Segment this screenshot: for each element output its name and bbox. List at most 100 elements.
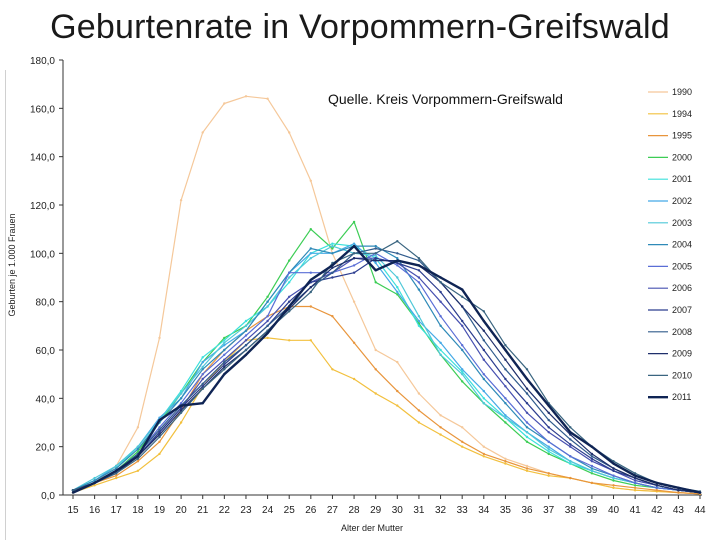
data-point-2003 <box>461 373 464 376</box>
data-point-2006 <box>525 411 529 414</box>
y-tick-label: 80,0 <box>36 298 56 309</box>
series-line-2008 <box>72 247 701 494</box>
series-line-2001 <box>72 243 701 494</box>
legend-label-2007: 2007 <box>672 305 692 315</box>
y-axis-label: Geburten je 1.000 Frauen <box>7 213 17 316</box>
data-point-2010 <box>158 435 161 439</box>
data-point-2003 <box>569 460 572 463</box>
data-point-2002 <box>374 261 377 265</box>
data-point-2008 <box>590 455 594 458</box>
data-point-1995 <box>612 484 615 487</box>
data-point-2005 <box>569 455 572 458</box>
data-point-1990 <box>417 392 421 395</box>
data-point-2011 <box>612 462 615 465</box>
data-point-2010 <box>417 257 421 260</box>
data-point-2002 <box>504 414 507 417</box>
data-point-2011 <box>374 269 377 272</box>
data-point-2003 <box>201 365 204 369</box>
data-point-2005 <box>352 264 356 267</box>
data-point-2009 <box>633 476 637 480</box>
data-point-2008 <box>396 252 399 255</box>
data-point-1994 <box>115 476 118 480</box>
data-point-1995 <box>115 474 118 477</box>
data-point-2000 <box>309 228 312 231</box>
data-point-2006 <box>461 324 464 327</box>
data-point-2001 <box>525 435 529 439</box>
data-point-2011 <box>482 319 485 323</box>
data-point-2002 <box>482 389 485 393</box>
data-point-2008 <box>417 259 421 262</box>
data-point-2002 <box>461 368 464 371</box>
data-point-2005 <box>396 264 399 267</box>
data-point-2004 <box>309 247 312 250</box>
data-point-2006 <box>633 479 637 482</box>
data-point-2011 <box>201 402 204 405</box>
data-point-2011 <box>525 377 529 381</box>
data-point-2002 <box>201 360 204 364</box>
data-point-2005 <box>288 271 291 274</box>
data-point-2009 <box>612 467 615 470</box>
x-tick-label: 29 <box>370 505 382 516</box>
x-tick-label: 28 <box>349 505 361 516</box>
data-point-1994 <box>288 339 291 342</box>
data-point-2003 <box>612 476 615 480</box>
slide-left-rule <box>5 70 6 540</box>
data-point-2001 <box>331 242 334 245</box>
data-point-2011 <box>698 491 702 494</box>
data-point-2003 <box>504 416 507 419</box>
data-point-2009 <box>504 358 507 361</box>
data-point-2006 <box>201 377 204 381</box>
data-point-2011 <box>352 244 356 248</box>
data-point-1994 <box>266 336 269 340</box>
x-tick-label: 22 <box>219 505 231 516</box>
data-point-1994 <box>612 486 615 489</box>
data-point-2003 <box>374 254 377 257</box>
data-point-2005 <box>504 397 507 400</box>
data-point-2001 <box>223 339 226 342</box>
x-tick-label: 23 <box>240 505 252 516</box>
legend-label-1990: 1990 <box>672 87 692 97</box>
data-point-1995 <box>331 315 334 318</box>
series-line-2011 <box>72 244 701 494</box>
legend-label-2003: 2003 <box>672 218 692 228</box>
data-point-2003 <box>417 315 421 318</box>
data-point-1990 <box>525 464 529 468</box>
data-point-1995 <box>158 440 161 443</box>
data-point-2008 <box>482 339 485 342</box>
data-point-2006 <box>439 300 442 303</box>
data-point-2005 <box>223 353 226 356</box>
data-point-2005 <box>612 474 615 477</box>
series-line-2010 <box>72 240 701 492</box>
data-point-2007 <box>331 276 334 279</box>
data-point-2005 <box>461 344 464 347</box>
legend-label-2005: 2005 <box>672 261 692 271</box>
x-tick-label: 39 <box>586 505 598 516</box>
data-point-2008 <box>331 271 334 274</box>
data-point-2003 <box>547 447 550 451</box>
data-point-1995 <box>461 440 464 443</box>
data-point-1995 <box>677 491 680 494</box>
data-point-2005 <box>439 315 442 318</box>
series-line-1990 <box>72 95 701 495</box>
data-point-2004 <box>525 426 529 429</box>
y-tick-label: 60,0 <box>36 346 56 357</box>
data-point-2006 <box>482 358 485 361</box>
data-point-2004 <box>136 447 140 451</box>
data-point-1990 <box>439 414 442 417</box>
data-point-2000 <box>612 479 615 482</box>
data-point-2007 <box>461 319 464 323</box>
data-point-1994 <box>396 404 399 407</box>
data-point-2004 <box>417 288 421 291</box>
x-tick-label: 16 <box>89 505 101 516</box>
data-point-2011 <box>244 353 248 356</box>
data-point-2001 <box>417 324 421 327</box>
data-point-2010 <box>136 457 140 460</box>
data-point-2007 <box>352 271 356 274</box>
data-point-2011 <box>158 418 161 422</box>
data-point-2005 <box>482 373 485 376</box>
y-tick-label: 20,0 <box>36 443 56 454</box>
data-point-1995 <box>352 341 356 344</box>
data-point-2002 <box>309 252 312 255</box>
data-point-2002 <box>547 445 550 448</box>
data-point-2011 <box>504 348 507 352</box>
